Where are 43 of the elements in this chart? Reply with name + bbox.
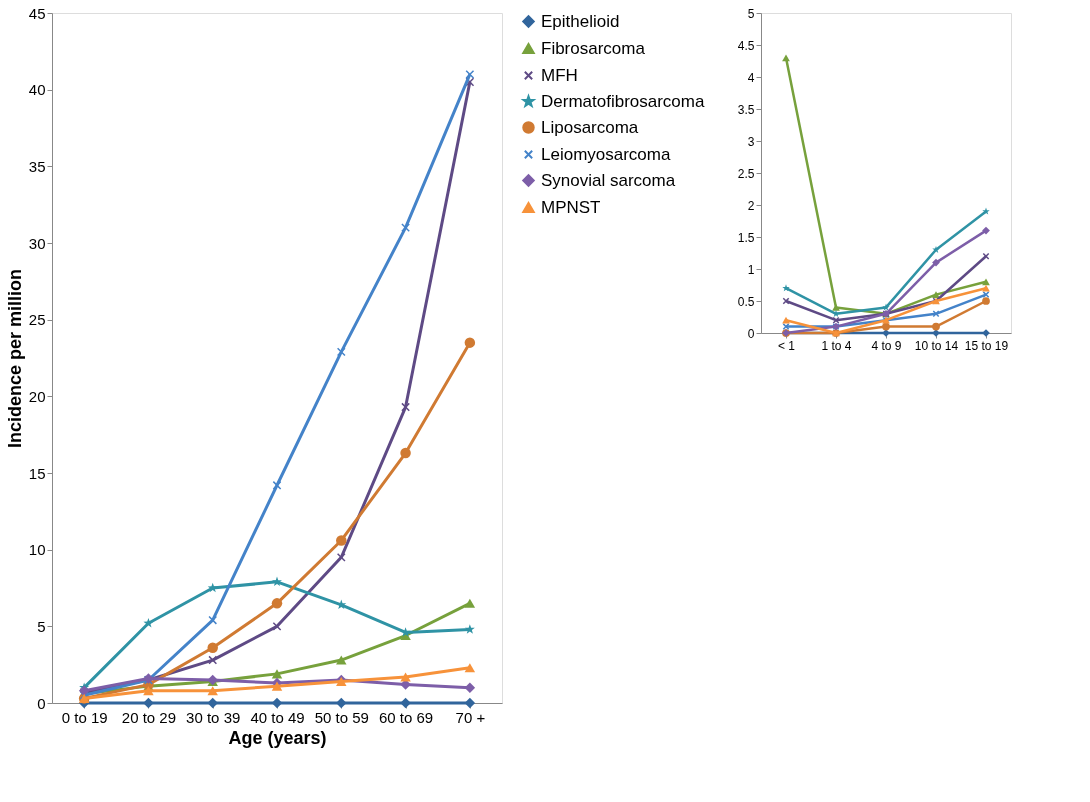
legend-label: Liposarcoma bbox=[541, 117, 639, 137]
y-tick-label: 5 bbox=[747, 6, 755, 21]
y-tick-label: 3 bbox=[747, 134, 755, 149]
legend-label: MPNST bbox=[541, 197, 601, 217]
legend-label: Dermatofibrosarcoma bbox=[541, 91, 705, 111]
x-tick-label: 40 to 49 bbox=[250, 708, 305, 726]
y-tick-label: 3.5 bbox=[737, 102, 755, 117]
y-tick-label: 0 bbox=[747, 326, 755, 341]
y-tick-label: 5 bbox=[37, 617, 46, 635]
x-tick-label: 30 to 39 bbox=[186, 708, 241, 726]
y-tick-label: 2 bbox=[747, 198, 755, 213]
legend-label: Epithelioid bbox=[541, 11, 620, 31]
x-tick-label: 70 + bbox=[455, 708, 486, 726]
x-tick-label: 20 to 29 bbox=[121, 708, 177, 726]
y-tick-label: 0 bbox=[37, 694, 46, 712]
y-tick-label: 35 bbox=[28, 157, 46, 175]
y-tick-label: 15 bbox=[28, 464, 46, 482]
y-tick-label: 1 bbox=[747, 262, 755, 277]
x-tick-label: 10 to 14 bbox=[914, 338, 959, 353]
x-tick-label: 4 to 9 bbox=[871, 338, 902, 353]
y-tick-label: 40 bbox=[28, 81, 46, 99]
legend-label: Synovial sarcoma bbox=[541, 170, 676, 190]
y-tick-label: 4.5 bbox=[737, 38, 755, 53]
x-tick-label: < 1 bbox=[777, 338, 796, 353]
x-axis-title: Age (years) bbox=[228, 727, 327, 748]
y-tick-label: 0.5 bbox=[737, 294, 755, 309]
y-tick-label: 10 bbox=[28, 541, 46, 559]
y-tick-label: 20 bbox=[28, 387, 46, 405]
y-axis-title: Incidence per million bbox=[4, 268, 25, 449]
y-tick-label: 30 bbox=[28, 234, 46, 252]
legend-label: MFH bbox=[541, 65, 578, 85]
y-tick-label: 1.5 bbox=[737, 230, 755, 245]
legend-label: Leiomyosarcoma bbox=[541, 144, 671, 164]
y-tick-label: 25 bbox=[28, 311, 46, 329]
x-tick-label: 15 to 19 bbox=[964, 338, 1009, 353]
y-tick-label: 2.5 bbox=[737, 166, 755, 181]
x-tick-label: 60 to 69 bbox=[378, 708, 434, 726]
x-tick-label: 1 to 4 bbox=[821, 338, 852, 353]
x-tick-label: 50 to 59 bbox=[314, 708, 369, 726]
legend-label: Fibrosarcoma bbox=[541, 38, 646, 58]
x-tick-label: 0 to 19 bbox=[61, 708, 108, 726]
y-tick-label: 4 bbox=[747, 70, 755, 85]
y-tick-label: 45 bbox=[28, 4, 46, 22]
